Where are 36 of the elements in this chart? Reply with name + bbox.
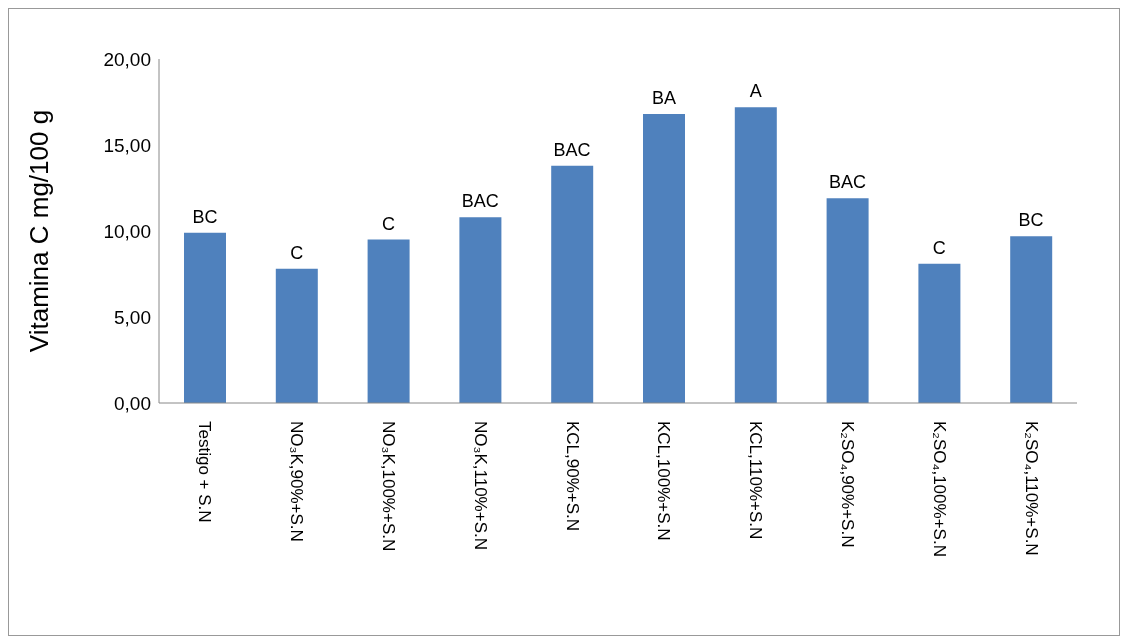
- bar: [367, 239, 410, 403]
- annotation: BAC: [553, 139, 591, 160]
- y-tick-label: 15,00: [103, 134, 151, 156]
- annotation: BC: [1018, 210, 1044, 231]
- annotation: BC: [192, 206, 218, 227]
- y-tick-label: 5,00: [114, 306, 151, 328]
- annotation: BA: [651, 88, 676, 109]
- x-tick-label: K₂SO₄,110%+S.N: [1021, 421, 1041, 556]
- annotation: C: [382, 213, 395, 234]
- annotation: BAC: [828, 172, 867, 193]
- x-tick-label: NO₃K,110%+S.N: [470, 421, 490, 550]
- bar: [184, 232, 226, 403]
- y-axis-title: Vitamina C mg/100 g: [24, 109, 55, 353]
- bar: [459, 217, 502, 403]
- x-tick-label: Testigo + S.N: [195, 421, 215, 523]
- bar: [643, 114, 685, 403]
- x-tick-label: NO₃K,100%+S.N: [379, 421, 398, 552]
- x-tick-label: K₂SO₄,90%+S.N: [838, 421, 857, 548]
- annotation: C: [290, 242, 304, 263]
- bar: [275, 268, 318, 403]
- bar: [1010, 236, 1053, 403]
- bar: [826, 198, 869, 403]
- annotation: A: [749, 81, 762, 102]
- x-tick-label: K₂SO₄,100%+S.N: [929, 421, 949, 557]
- x-tick-label: KCL,110%+S.N: [746, 421, 766, 540]
- y-tick-label: 0,00: [114, 392, 151, 414]
- x-tick-label: NO₃K,90%+S.N: [287, 421, 307, 542]
- annotation: BAC: [461, 191, 499, 212]
- bar: [551, 165, 594, 403]
- x-tick-label: KCL,100%+S.N: [654, 421, 674, 541]
- bar: [918, 263, 961, 403]
- y-tick-label: 10,00: [103, 220, 151, 242]
- y-tick-label: 20,00: [103, 48, 151, 70]
- x-tick-label: KCL,90%+S.N: [562, 421, 582, 532]
- annotation: C: [932, 237, 946, 258]
- bar: [734, 107, 777, 403]
